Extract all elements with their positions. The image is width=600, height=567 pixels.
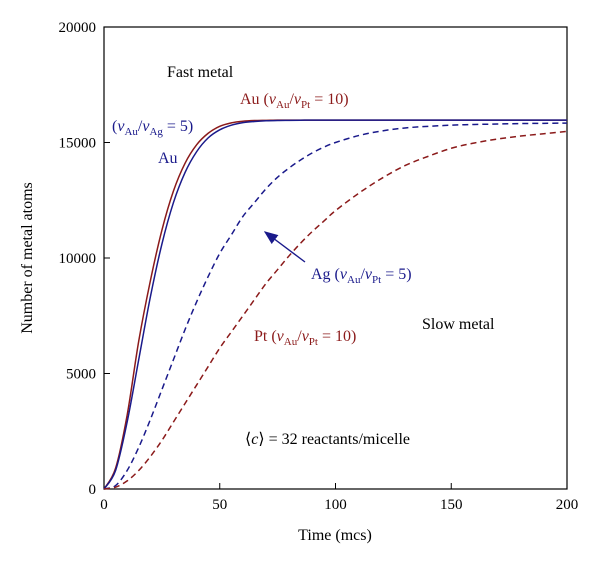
fast-metal-label: Fast metal (167, 64, 234, 81)
series-lines (103, 119, 568, 490)
au-pt-ratio-label: Au (vAu/vPt = 10) (240, 91, 349, 111)
x-tick-label: 100 (324, 497, 347, 513)
y-tick-label: 5000 (66, 367, 96, 383)
x-axis-title: Time (mcs) (298, 527, 372, 544)
y-axis-title: Number of metal atoms (19, 182, 36, 334)
reactants-per-micelle-label: ⟨c⟩ = 32 reactants/micelle (245, 431, 410, 448)
tick-labels: 0 50 100 150 200 0 5000 10000 15000 20000 (59, 20, 579, 513)
axis-ticks (103, 26, 568, 490)
series-line-3 (103, 130, 568, 490)
y-tick-label: 20000 (59, 20, 97, 36)
series-line-1 (103, 119, 567, 490)
y-tick-label: 15000 (59, 136, 97, 152)
au-ag-ratio-label: (vAu/vAg = 5) (112, 118, 193, 138)
ag-ratio-label: Ag (vAu/vPt = 5) (311, 266, 412, 286)
x-tick-label: 50 (212, 497, 227, 513)
y-tick-label: 10000 (59, 251, 97, 267)
ag-arrow (263, 231, 306, 263)
y-tick-label: 0 (89, 482, 97, 498)
series-line-2 (103, 122, 568, 490)
x-tick-label: 200 (556, 497, 579, 513)
pt-ratio-label: Pt (vAu/vPt = 10) (254, 328, 356, 348)
au-label: Au (158, 150, 178, 167)
slow-metal-label: Slow metal (422, 316, 495, 333)
x-tick-label: 150 (440, 497, 463, 513)
x-tick-label: 0 (100, 497, 108, 513)
